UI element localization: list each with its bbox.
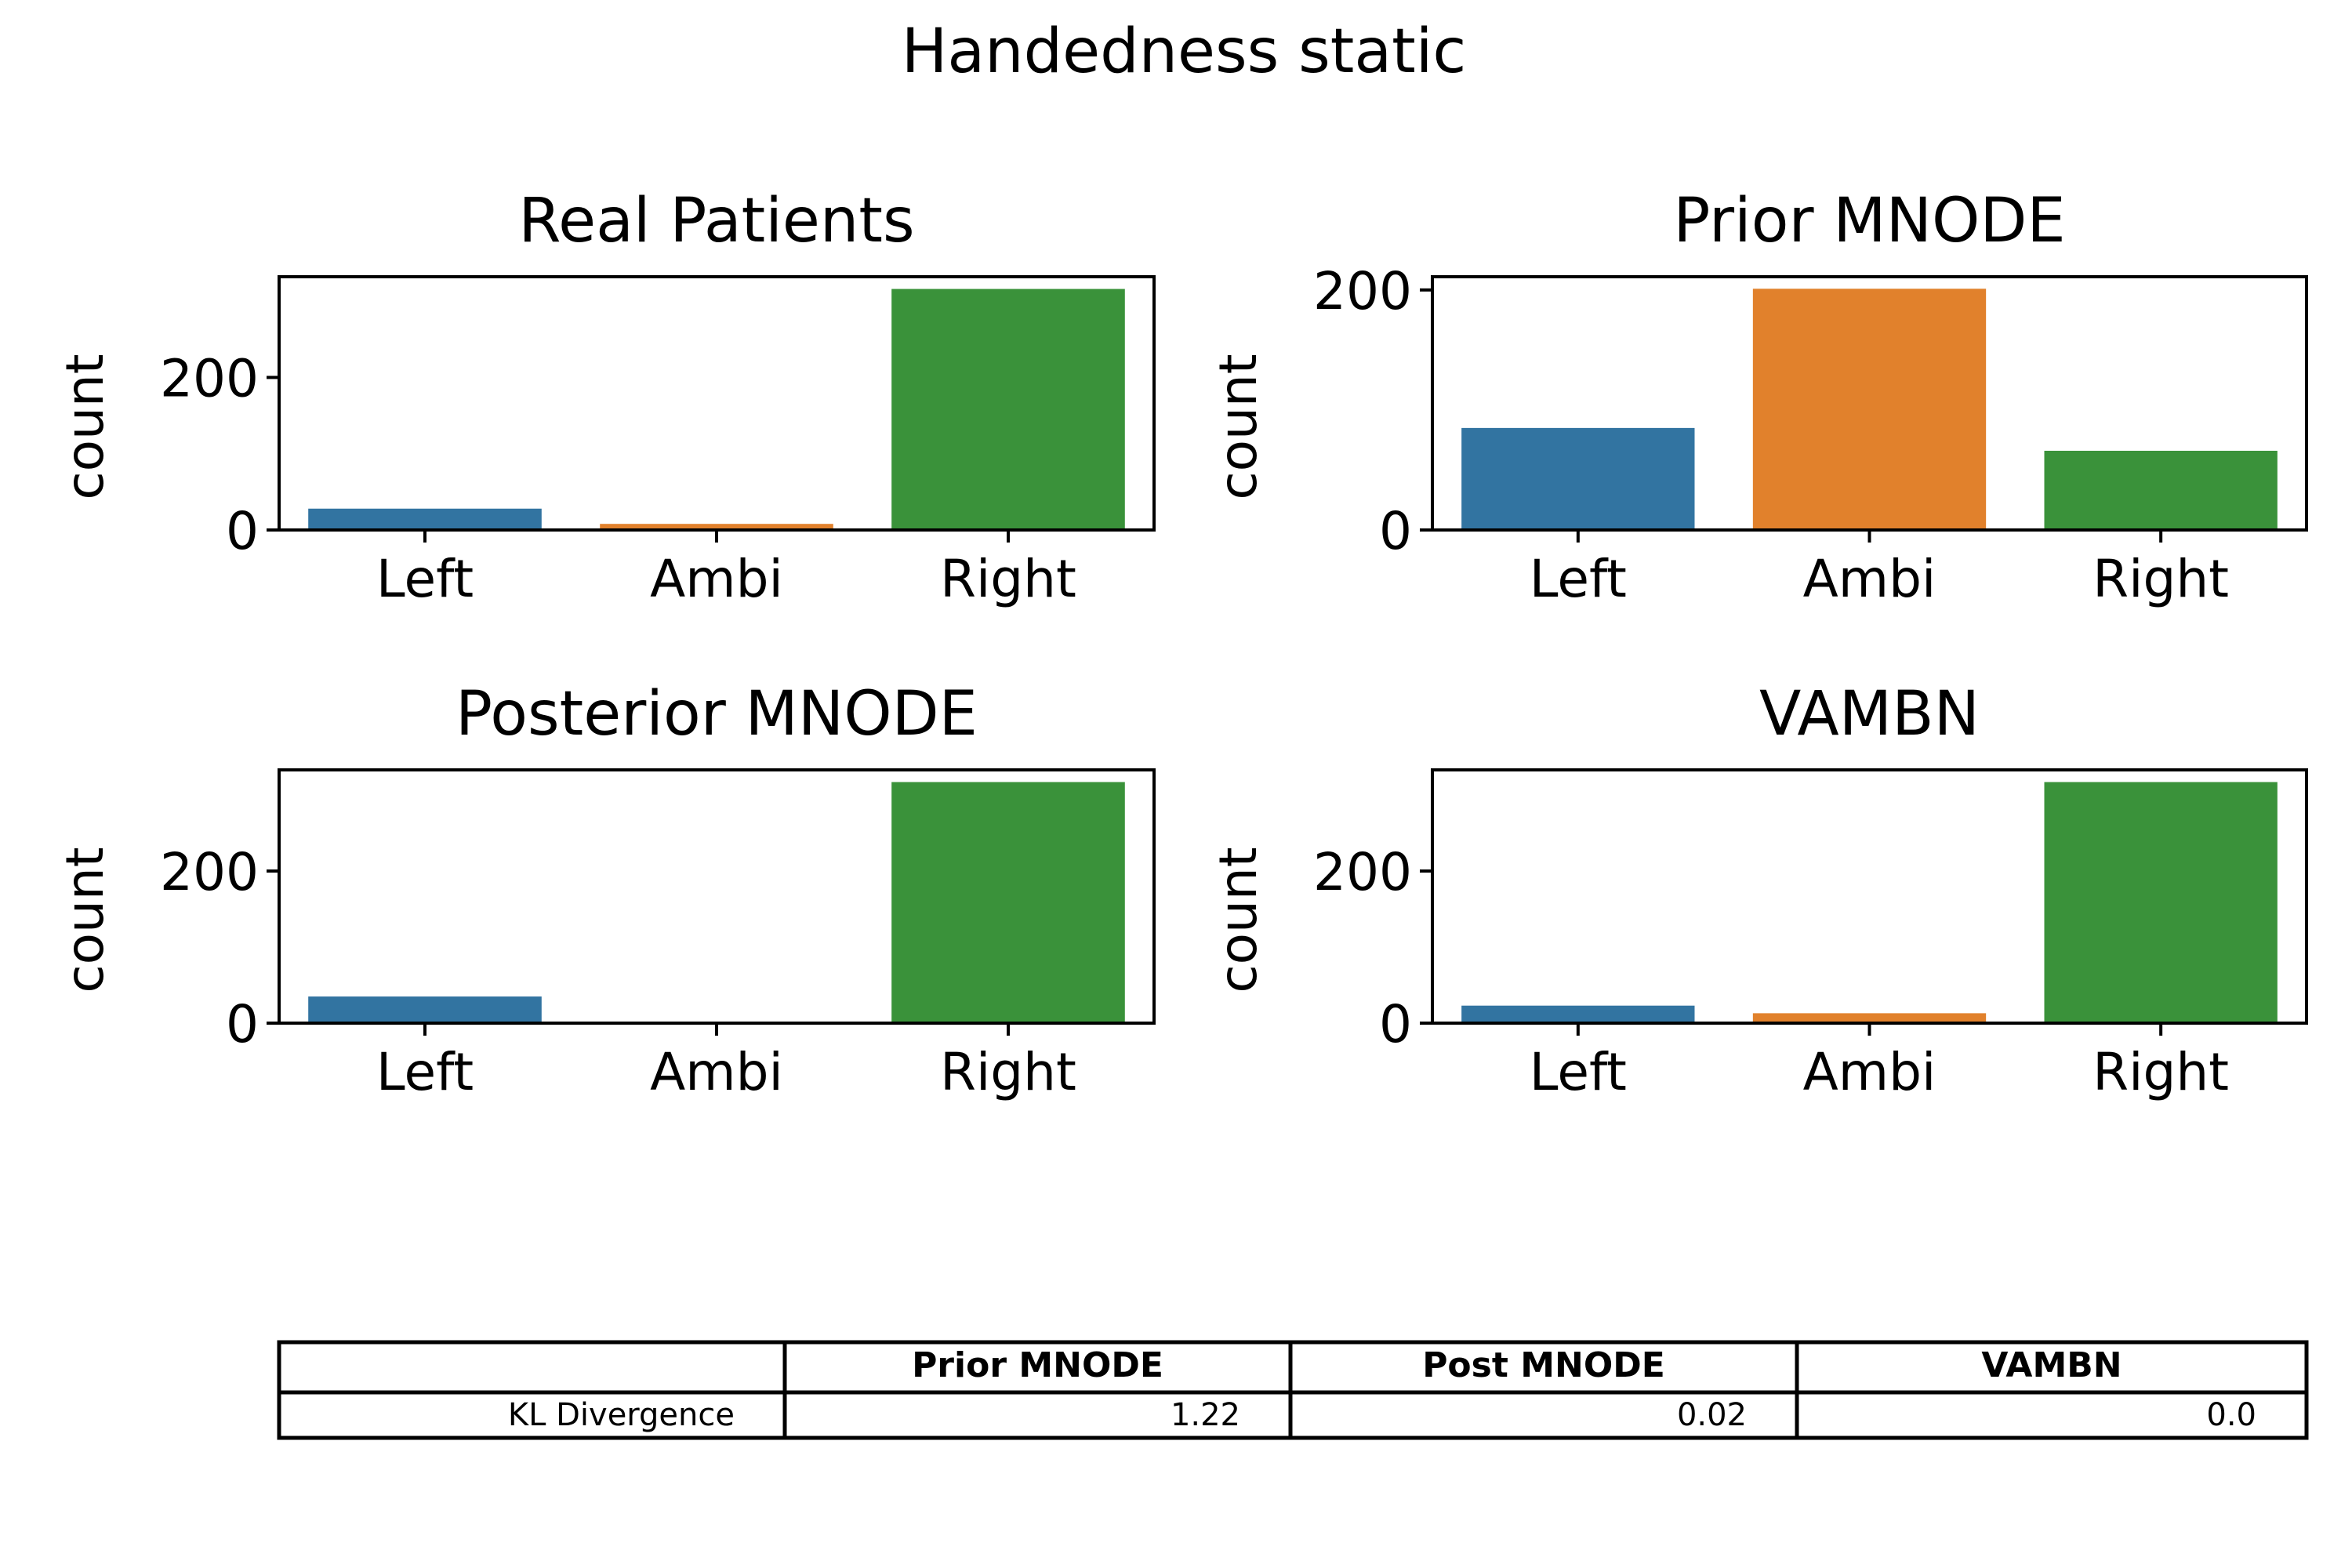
y-axis-label: count [55, 847, 115, 993]
table-cell [277, 1340, 787, 1395]
y-tick-label: 0 [1379, 501, 1412, 561]
table-cell [1795, 1390, 2309, 1440]
x-tick-label-right: Right [2092, 549, 2229, 609]
y-axis-label: count [1208, 847, 1269, 993]
y-tick-label: 200 [1313, 842, 1412, 902]
chart-title: Real Patients [518, 186, 914, 256]
table-row-label: KL Divergence [508, 1397, 735, 1433]
chart-title: VAMBN [1759, 679, 1980, 750]
table-cell [1795, 1340, 2309, 1395]
y-tick-label: 200 [160, 348, 259, 408]
bar-ambi [1752, 289, 1987, 530]
x-tick-label-ambi: Ambi [650, 1042, 783, 1102]
x-tick-label-ambi: Ambi [650, 549, 783, 609]
bar-ambi [1752, 1013, 1987, 1023]
y-tick-label: 0 [226, 501, 259, 561]
chart-title: Prior MNODE [1673, 186, 2065, 256]
bar-right [2044, 782, 2278, 1023]
y-tick-label: 0 [1379, 994, 1412, 1054]
x-tick-label-ambi: Ambi [1803, 549, 1936, 609]
x-tick-label-left: Left [1530, 549, 1627, 609]
chart-panel-real-patients: Real Patients Left Ambi Right 0 200 count [55, 186, 1156, 609]
y-axis-label: count [1208, 354, 1269, 499]
kl-divergence-table: Prior MNODE Post MNODE VAMBN KL Divergence 1… [277, 1340, 2309, 1440]
table-header-post-mnode: Post MNODE [1422, 1345, 1665, 1385]
bar-ambi [600, 524, 833, 530]
bar-right [2044, 450, 2278, 530]
x-tick-label-left: Left [376, 1042, 474, 1102]
chart-panel-vambn: VAMBN Left Ambi Right 0 200 count [1208, 679, 2308, 1102]
bar-left [1461, 1005, 1695, 1023]
x-tick-label-right: Right [940, 1042, 1076, 1102]
x-tick-label-left: Left [376, 549, 474, 609]
bar-left [1461, 427, 1695, 530]
chart-title: Posterior MNODE [456, 679, 978, 750]
bar-left [308, 996, 542, 1023]
table-header-prior-mnode: Prior MNODE [912, 1345, 1163, 1385]
x-tick-label-ambi: Ambi [1803, 1042, 1936, 1102]
y-tick-label: 200 [160, 842, 259, 902]
x-tick-label-left: Left [1530, 1042, 1627, 1102]
bar-left [308, 508, 542, 530]
table-cell-value: 0.0 [2206, 1397, 2256, 1433]
bar-right [891, 782, 1125, 1023]
table-cell-value: 0.02 [1677, 1397, 1747, 1433]
y-axis-label: count [55, 354, 115, 499]
chart-panel-prior-mnode: Prior MNODE Left Ambi Right 0 200 count [1208, 186, 2308, 609]
x-tick-label-right: Right [2092, 1042, 2229, 1102]
bar-right [891, 289, 1125, 530]
y-tick-label: 0 [226, 994, 259, 1054]
figure-suptitle: Handedness static [902, 16, 1467, 87]
y-tick-label: 200 [1313, 261, 1412, 321]
x-tick-label-right: Right [940, 549, 1076, 609]
table-cell-value: 1.22 [1171, 1397, 1240, 1433]
table-header-vambn: VAMBN [1981, 1345, 2122, 1385]
chart-panel-posterior-mnode: Posterior MNODE Left Ambi Right 0 200 count [55, 679, 1156, 1102]
